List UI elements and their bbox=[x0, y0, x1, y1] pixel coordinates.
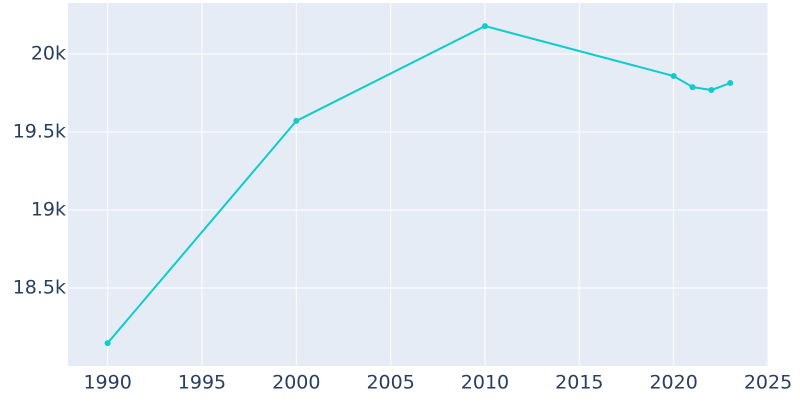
point bbox=[481, 23, 488, 30]
x-tick-label: 2005 bbox=[366, 372, 414, 394]
point bbox=[708, 87, 715, 94]
point bbox=[670, 73, 677, 80]
point bbox=[689, 84, 696, 91]
y-tick-label: 19k bbox=[31, 199, 66, 221]
y-tick-label: 20k bbox=[31, 43, 66, 65]
y-tick-label: 19.5k bbox=[13, 121, 66, 143]
point bbox=[104, 340, 111, 347]
x-tick-label: 2020 bbox=[649, 372, 697, 394]
x-tick-label: 2025 bbox=[744, 372, 792, 394]
point bbox=[727, 80, 734, 87]
x-tick-label: 2015 bbox=[555, 372, 603, 394]
y-tick-label: 18.5k bbox=[13, 277, 66, 299]
x-tick-label: 2000 bbox=[272, 372, 320, 394]
point bbox=[293, 117, 300, 124]
x-tick-label: 2010 bbox=[461, 372, 509, 394]
x-tick-label: 1995 bbox=[178, 372, 226, 394]
x-tick-label: 1990 bbox=[83, 372, 131, 394]
plot-area bbox=[68, 3, 768, 366]
